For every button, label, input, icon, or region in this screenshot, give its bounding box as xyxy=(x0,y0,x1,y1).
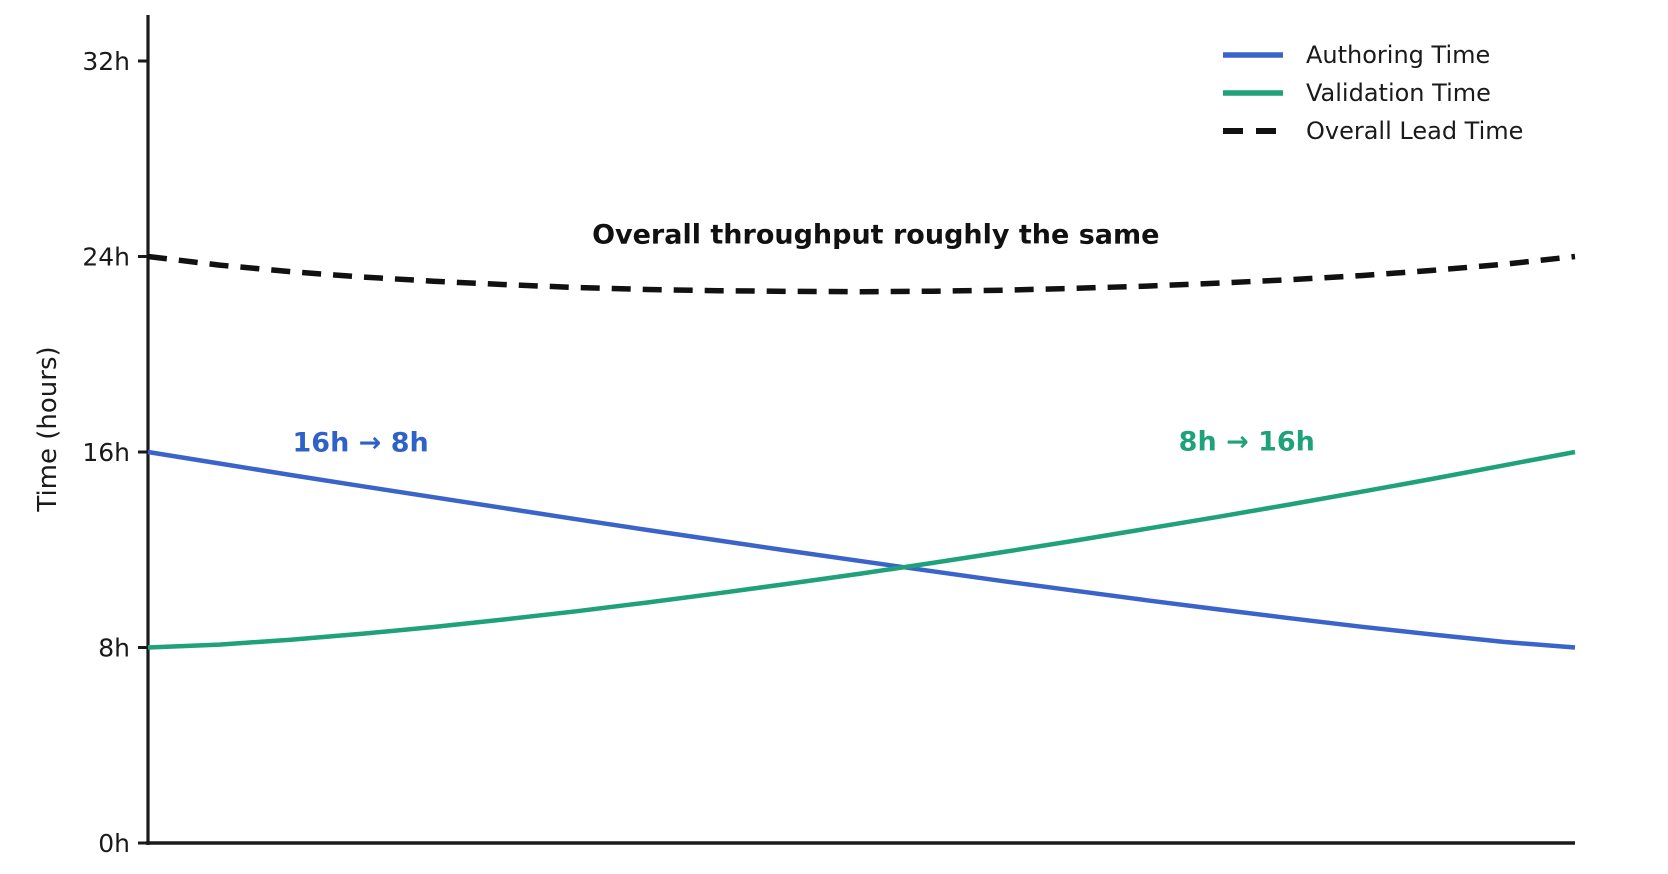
legend-label: Validation Time xyxy=(1306,79,1491,107)
legend-swatch-validation-icon xyxy=(1223,90,1283,96)
series-line-authoring-time xyxy=(147,449,1576,650)
y-tick-label: 24h xyxy=(82,243,130,272)
y-tick-label: 32h xyxy=(82,47,130,76)
y-tick-label: 8h xyxy=(98,634,130,663)
series-line-validation-time xyxy=(147,449,1576,650)
y-axis-ticks: 0h 8h 16h 24h 32h xyxy=(82,47,148,858)
annotation-authoring-shift: 16h → 8h xyxy=(292,427,429,459)
y-tick-label: 0h xyxy=(98,829,130,858)
legend-swatch-lead-dashed-icon xyxy=(1223,128,1283,134)
y-axis-label: Time (hours) xyxy=(33,346,63,512)
legend-item-authoring: Authoring Time xyxy=(1222,36,1523,74)
legend-label: Overall Lead Time xyxy=(1306,117,1524,145)
chart-series-lines xyxy=(147,253,1576,650)
legend-swatch-authoring-icon xyxy=(1223,52,1283,58)
annotation-validation-shift: 8h → 16h xyxy=(1178,426,1315,458)
annotation-throughput-note: Overall throughput roughly the same xyxy=(592,219,1160,250)
legend: Authoring Time Validation Time Overall L… xyxy=(1222,36,1523,150)
legend-item-lead-time: Overall Lead Time xyxy=(1222,112,1523,150)
legend-item-validation: Validation Time xyxy=(1222,74,1523,112)
series-line-overall-lead-time xyxy=(147,253,1576,295)
y-tick-label: 16h xyxy=(82,438,130,467)
legend-label: Authoring Time xyxy=(1306,41,1491,69)
